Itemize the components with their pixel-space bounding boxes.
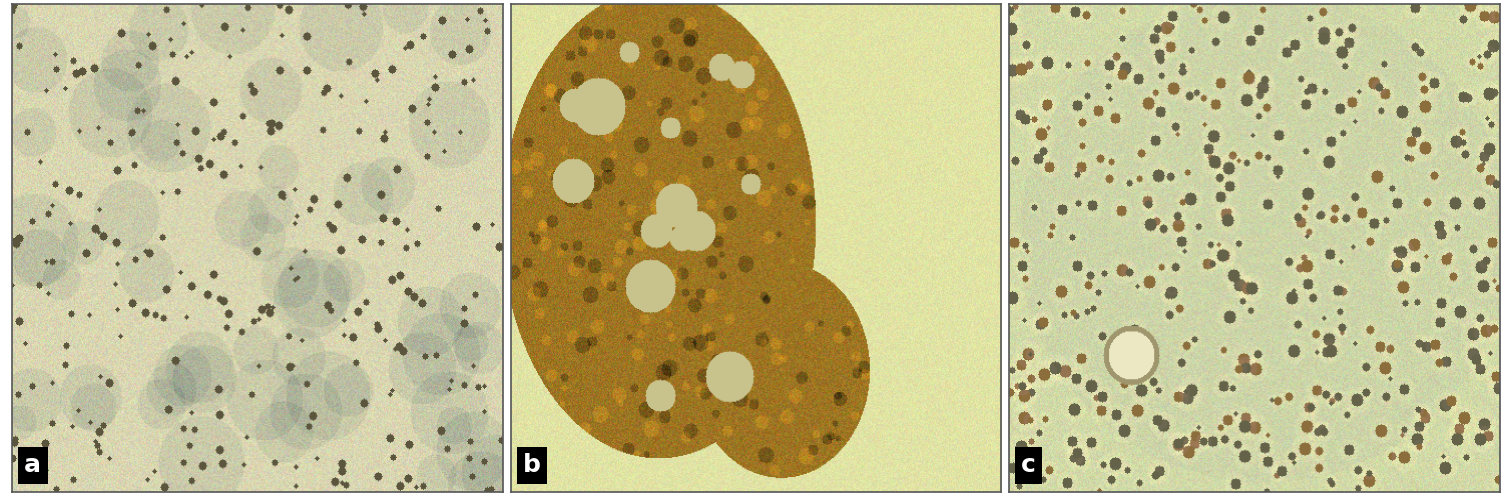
Text: a: a bbox=[24, 453, 41, 477]
Text: c: c bbox=[1021, 453, 1036, 477]
Text: b: b bbox=[523, 453, 541, 477]
